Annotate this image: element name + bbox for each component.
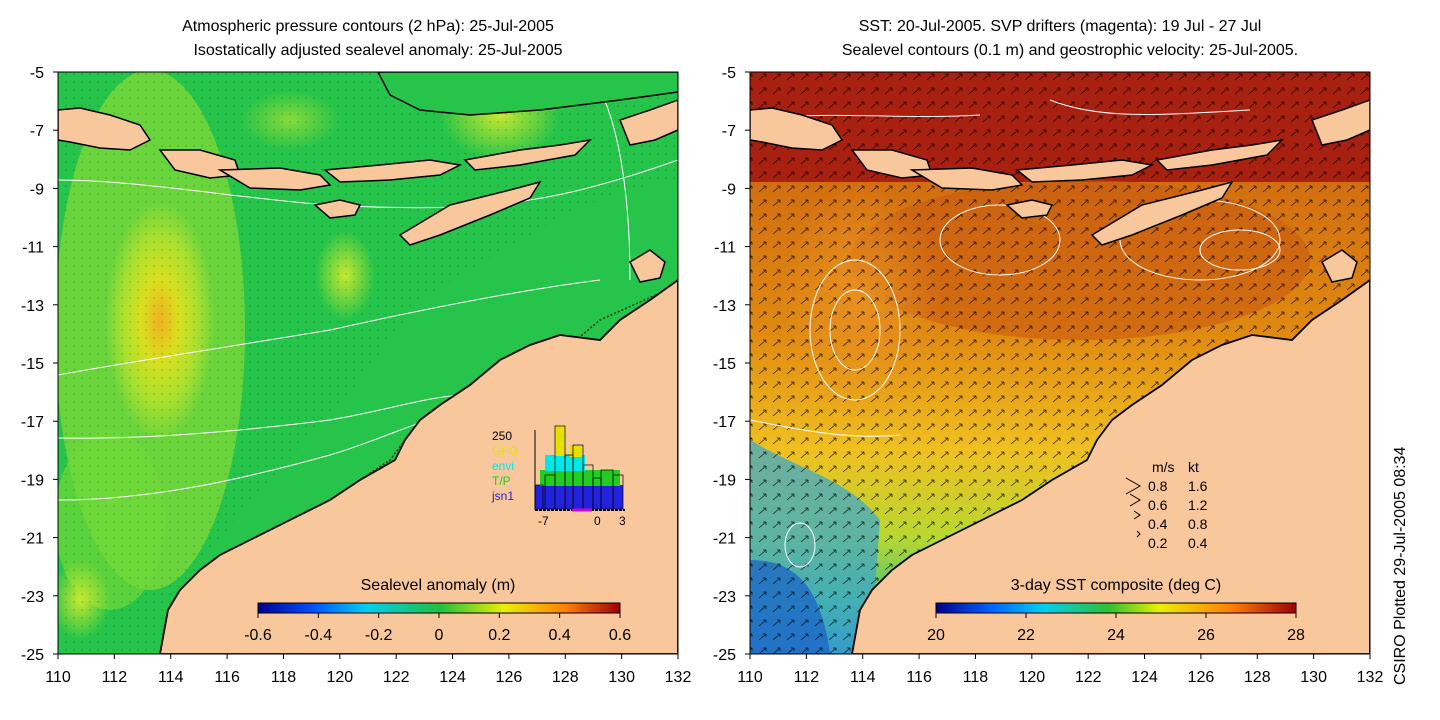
inset-legend-sat: envi (492, 459, 514, 473)
left-lat-label: -19 (21, 472, 44, 489)
inset-legend-sat: jsn1 (491, 489, 514, 503)
sat-coverage-inset: 250 -7 0 3 GFO envi T/P jsn1 (491, 425, 626, 528)
right-colorbar-tick-label: 26 (1197, 627, 1215, 644)
right-colorbar-tick-label: 20 (927, 627, 945, 644)
velocity-legend: m/s kt 0.8 1.6 0.6 1.2 0.4 0.8 0.2 0.4 (1125, 459, 1208, 551)
velocity-legend-kt: 1.2 (1188, 497, 1208, 513)
left-lat-label: -7 (30, 123, 44, 140)
right-lat-label: -11 (714, 240, 736, 257)
right-lat-label: -9 (722, 181, 736, 198)
right-lat-label: -25 (713, 647, 736, 664)
right-lat-label: -15 (713, 356, 736, 373)
left-lat-label: -11 (22, 240, 44, 257)
left-lat-label: -15 (21, 356, 44, 373)
inset-xtick-2: 3 (619, 514, 626, 528)
left-lat-label: -9 (30, 181, 44, 198)
right-lon-label: 124 (1131, 669, 1158, 686)
right-lon-label: 120 (1018, 669, 1045, 686)
left-colorbar-tick-label: 0.4 (549, 627, 571, 644)
left-title-line1: Atmospheric pressure contours (2 hPa): 2… (182, 18, 554, 35)
left-colorbar-tick-label: 0 (435, 627, 444, 644)
right-lat-label: -5 (722, 65, 736, 82)
left-colorbar-label: Sealevel anomaly (m) (361, 577, 516, 594)
right-lon-label: 122 (1075, 669, 1102, 686)
right-australia-land (851, 278, 1370, 654)
left-lon-label: 118 (271, 669, 297, 686)
left-lon-label: 124 (439, 669, 466, 686)
right-lat-label: -21 (713, 531, 736, 548)
right-title-line2: Sealevel contours (0.1 m) and geostrophi… (841, 42, 1299, 59)
left-colorbar-tick-label: -0.2 (365, 627, 393, 644)
left-lon-label: 116 (214, 669, 240, 686)
right-colorbar-tick-label: 24 (1107, 627, 1125, 644)
right-lon-label: 126 (1188, 669, 1215, 686)
left-lat-label: -13 (21, 298, 44, 315)
right-title-line1: SST: 20-Jul-2005. SVP drifters (magenta)… (858, 18, 1262, 35)
right-lon-label: 112 (794, 669, 820, 686)
left-lon-label: 128 (552, 669, 579, 686)
left-lon-label: 114 (158, 669, 184, 686)
right-colorbar (935, 602, 1297, 614)
velocity-legend-ms: 0.2 (1148, 535, 1168, 551)
velocity-legend-ms: 0.4 (1148, 516, 1168, 532)
velocity-legend-kt-header: kt (1188, 459, 1199, 475)
right-lon-label: 116 (906, 669, 932, 686)
velocity-legend-ms: 0.6 (1148, 497, 1168, 513)
right-lat-label: -23 (713, 589, 736, 606)
velocity-legend-ms: 0.8 (1148, 478, 1168, 494)
left-lon-label: 122 (383, 669, 410, 686)
right-lat-label: -7 (722, 123, 736, 140)
right-lon-label: 130 (1300, 669, 1327, 686)
right-map: m/s kt 0.8 1.6 0.6 1.2 0.4 0.8 0.2 0.4 (750, 72, 1370, 654)
left-colorbar-tick-label: 0.2 (488, 627, 510, 644)
left-title-line2: Isostatically adjusted sealevel anomaly:… (193, 42, 563, 59)
right-lat-label: -13 (713, 298, 736, 315)
velocity-legend-ms-header: m/s (1152, 459, 1175, 475)
left-lat-label: -21 (21, 531, 44, 548)
plot-credit: CSIRO Plotted 29-Jul-2005 08:34 (1392, 446, 1409, 685)
left-lat-label: -23 (21, 589, 44, 606)
left-map: 250 -7 0 3 GFO envi T/P jsn1 (58, 72, 678, 654)
right-lon-label: 132 (1357, 669, 1384, 686)
inset-xtick-0: -7 (538, 514, 549, 528)
left-lon-label: 110 (45, 669, 71, 686)
left-colorbar-tick-label: -0.6 (244, 627, 272, 644)
right-colorbar-label: 3-day SST composite (deg C) (1011, 577, 1221, 594)
right-lat-label: -19 (713, 472, 736, 489)
right-lat-label: -17 (713, 414, 736, 431)
right-lon-label: 128 (1244, 669, 1271, 686)
left-lat-label: -5 (30, 65, 44, 82)
left-lat-label: -17 (21, 414, 44, 431)
inset-ymax: 250 (492, 429, 512, 443)
right-colorbar-tick-label: 28 (1287, 627, 1305, 644)
velocity-legend-kt: 1.6 (1188, 478, 1208, 494)
left-colorbar-ticks: -0.6 -0.4 -0.2 0 0.2 0.4 0.6 (244, 613, 631, 644)
left-lat-label: -25 (21, 647, 44, 664)
left-colorbar-tick-label: 0.6 (609, 627, 631, 644)
right-lon-label: 118 (963, 669, 989, 686)
left-lon-label: 126 (496, 669, 523, 686)
velocity-legend-kt: 0.8 (1188, 516, 1208, 532)
inset-xtick-1: 0 (594, 514, 601, 528)
inset-legend-sat: T/P (492, 474, 511, 488)
left-lon-label: 130 (608, 669, 635, 686)
velocity-legend-kt: 0.4 (1188, 535, 1208, 551)
inset-legend-sat: GFO (492, 444, 518, 458)
right-lon-label: 114 (850, 669, 876, 686)
right-lon-label: 110 (737, 669, 763, 686)
right-colorbar-ticks: 20 22 24 26 28 (927, 613, 1305, 644)
left-colorbar (257, 602, 621, 614)
left-lon-label: 120 (326, 669, 353, 686)
right-colorbar-tick-label: 22 (1017, 627, 1035, 644)
left-lon-label: 112 (102, 669, 128, 686)
left-colorbar-tick-label: -0.4 (305, 627, 333, 644)
left-lon-label: 132 (665, 669, 692, 686)
left-australia-land (159, 278, 678, 654)
